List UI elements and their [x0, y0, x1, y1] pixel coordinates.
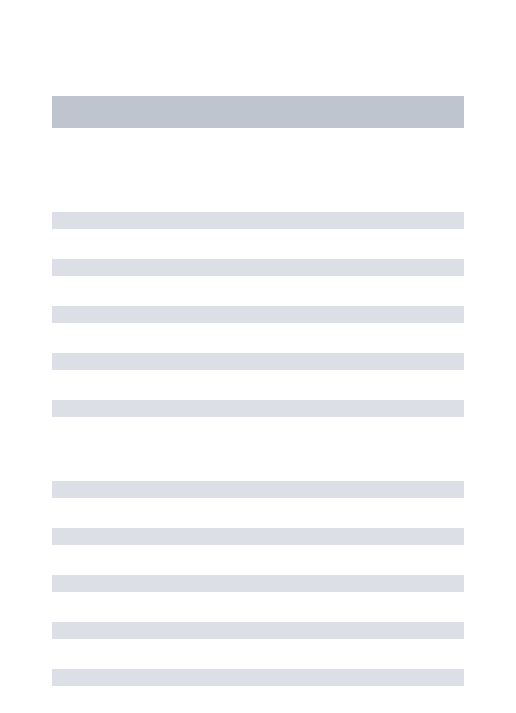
skeleton-line — [52, 259, 464, 276]
skeleton-line — [52, 400, 464, 417]
skeleton-line — [52, 481, 464, 498]
skeleton-header-bar — [52, 96, 464, 128]
skeleton-line — [52, 528, 464, 545]
skeleton-loader — [0, 0, 516, 713]
skeleton-line — [52, 212, 464, 229]
skeleton-line — [52, 622, 464, 639]
skeleton-line — [52, 669, 464, 686]
skeleton-line — [52, 306, 464, 323]
skeleton-line — [52, 575, 464, 592]
skeleton-block-1 — [52, 212, 464, 417]
skeleton-block-2 — [52, 481, 464, 686]
skeleton-block-gap — [52, 447, 464, 481]
skeleton-line — [52, 353, 464, 370]
